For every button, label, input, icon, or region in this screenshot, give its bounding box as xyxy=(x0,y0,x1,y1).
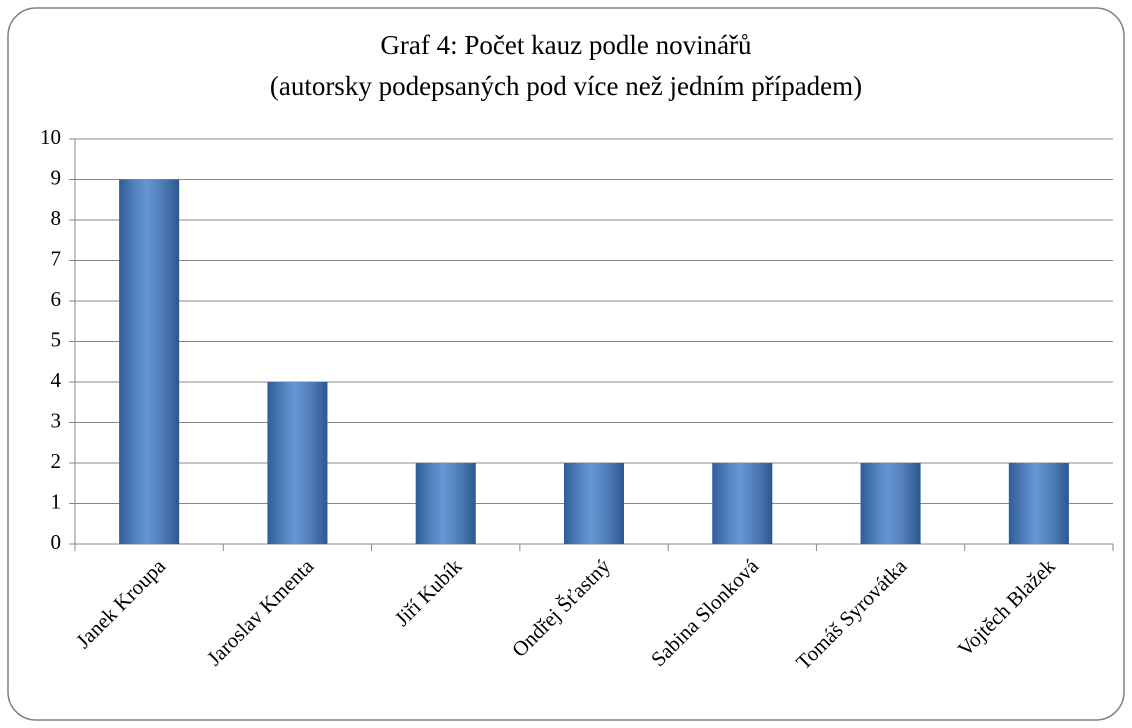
chart-subtitle: (autorsky podepsaných pod více než jední… xyxy=(270,71,862,101)
bar-shine xyxy=(860,463,921,544)
bar-shine xyxy=(712,463,773,544)
chart-title: Graf 4: Počet kauz podle novinářů xyxy=(380,30,752,60)
y-tick-label: 2 xyxy=(51,449,62,473)
bar-shine xyxy=(119,179,180,544)
y-tick-label: 10 xyxy=(40,125,61,149)
y-tick-label: 1 xyxy=(51,489,62,513)
y-tick-label: 0 xyxy=(51,530,62,554)
y-tick-label: 7 xyxy=(51,246,62,270)
y-tick-label: 4 xyxy=(51,368,62,392)
y-tick-label: 5 xyxy=(51,327,62,351)
bar-shine xyxy=(267,382,328,544)
y-tick-label: 9 xyxy=(51,165,62,189)
bar-shine xyxy=(1008,463,1069,544)
bar-shine xyxy=(564,463,624,544)
y-tick-label: 8 xyxy=(51,206,62,230)
bar-shine xyxy=(415,463,476,544)
y-tick-label: 3 xyxy=(51,408,62,432)
y-tick-label: 6 xyxy=(51,287,62,311)
